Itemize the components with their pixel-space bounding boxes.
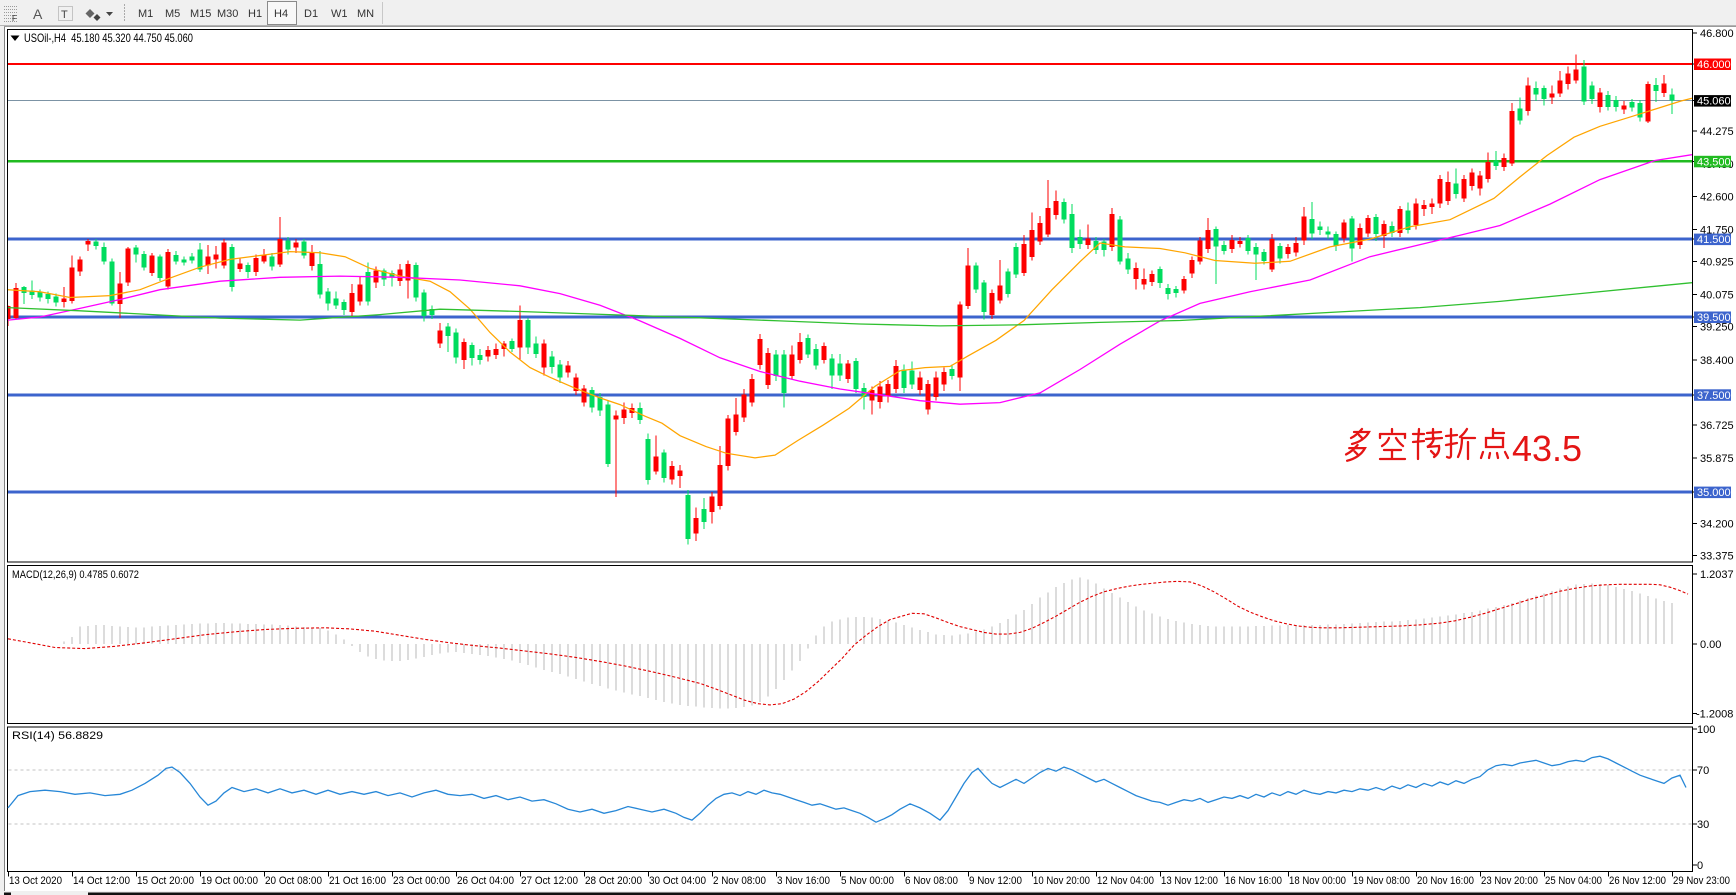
svg-text:F: F xyxy=(12,14,17,23)
svg-text:USOil-,H4 45.180 45.320 44.75: USOil-,H4 45.180 45.320 44.750 45.060 xyxy=(24,31,193,45)
svg-text:42.600: 42.600 xyxy=(1700,191,1734,203)
svg-text:15 Oct 20:00: 15 Oct 20:00 xyxy=(137,875,194,887)
svg-text:26 Nov 12:00: 26 Nov 12:00 xyxy=(1609,875,1666,887)
svg-text:M15: M15 xyxy=(190,8,211,20)
svg-text:36.725: 36.725 xyxy=(1700,420,1734,432)
svg-text:45.060: 45.060 xyxy=(1697,96,1731,108)
svg-text:25 Nov 04:00: 25 Nov 04:00 xyxy=(1545,875,1602,887)
svg-text:29 Nov 23:00: 29 Nov 23:00 xyxy=(1673,875,1730,887)
svg-text:20 Nov 16:00: 20 Nov 16:00 xyxy=(1417,875,1474,887)
svg-text:W1: W1 xyxy=(331,8,348,20)
svg-text:33.375: 33.375 xyxy=(1700,550,1734,562)
svg-text:13 Oct 2020: 13 Oct 2020 xyxy=(9,875,62,887)
svg-text:100: 100 xyxy=(1697,724,1715,736)
svg-text:23 Nov 20:00: 23 Nov 20:00 xyxy=(1481,875,1538,887)
svg-text:RSI(14) 56.8829: RSI(14) 56.8829 xyxy=(12,730,103,742)
svg-text:23 Oct 00:00: 23 Oct 00:00 xyxy=(393,875,450,887)
svg-text:5 Nov 00:00: 5 Nov 00:00 xyxy=(841,875,894,887)
svg-text:12 Nov 04:00: 12 Nov 04:00 xyxy=(1097,875,1154,887)
svg-text:13 Nov 12:00: 13 Nov 12:00 xyxy=(1161,875,1218,887)
svg-text:6 Nov 08:00: 6 Nov 08:00 xyxy=(905,875,958,887)
svg-text:40.075: 40.075 xyxy=(1700,290,1734,302)
svg-text:28 Oct 20:00: 28 Oct 20:00 xyxy=(585,875,642,887)
svg-text:46.800: 46.800 xyxy=(1700,28,1734,40)
svg-text:37.500: 37.500 xyxy=(1697,390,1731,402)
svg-text:2 Nov 08:00: 2 Nov 08:00 xyxy=(713,875,766,887)
svg-text:43.500: 43.500 xyxy=(1697,156,1731,168)
svg-text:40.925: 40.925 xyxy=(1700,257,1734,269)
svg-text:41.750: 41.750 xyxy=(1700,224,1734,236)
svg-text:A: A xyxy=(33,6,43,22)
svg-text:H1: H1 xyxy=(248,8,262,20)
svg-text:46.000: 46.000 xyxy=(1697,59,1731,71)
svg-text:30: 30 xyxy=(1697,819,1709,831)
svg-text:35.000: 35.000 xyxy=(1697,487,1731,499)
svg-text:1.2037: 1.2037 xyxy=(1700,569,1734,581)
svg-text:20 Oct 08:00: 20 Oct 08:00 xyxy=(265,875,322,887)
svg-text:0.00: 0.00 xyxy=(1700,639,1721,651)
svg-text:M30: M30 xyxy=(217,8,238,20)
svg-text:39.500: 39.500 xyxy=(1697,312,1731,324)
svg-text:H4: H4 xyxy=(274,8,288,20)
svg-text:70: 70 xyxy=(1697,765,1709,777)
svg-text:D1: D1 xyxy=(304,8,318,20)
svg-text:0: 0 xyxy=(1697,860,1703,872)
svg-text:M1: M1 xyxy=(138,8,153,20)
svg-text:38.400: 38.400 xyxy=(1700,355,1734,367)
svg-text:21 Oct 16:00: 21 Oct 16:00 xyxy=(329,875,386,887)
svg-text:19 Oct 00:00: 19 Oct 00:00 xyxy=(201,875,258,887)
svg-text:-1.2008: -1.2008 xyxy=(1696,709,1733,721)
svg-text:41.500: 41.500 xyxy=(1697,234,1731,246)
svg-text:16 Nov 16:00: 16 Nov 16:00 xyxy=(1225,875,1282,887)
svg-text:27 Oct 12:00: 27 Oct 12:00 xyxy=(521,875,578,887)
svg-text:35.875: 35.875 xyxy=(1700,453,1734,465)
svg-text:T: T xyxy=(61,9,68,21)
svg-text:19 Nov 08:00: 19 Nov 08:00 xyxy=(1353,875,1410,887)
svg-text:30 Oct 04:00: 30 Oct 04:00 xyxy=(649,875,706,887)
svg-text:44.275: 44.275 xyxy=(1700,126,1734,138)
svg-text:10 Nov 20:00: 10 Nov 20:00 xyxy=(1033,875,1090,887)
svg-text:39.250: 39.250 xyxy=(1700,322,1734,334)
svg-text:MACD(12,26,9) 0.4785 0.6072: MACD(12,26,9) 0.4785 0.6072 xyxy=(12,569,139,581)
svg-text:14 Oct 12:00: 14 Oct 12:00 xyxy=(73,875,130,887)
svg-text:9 Nov 12:00: 9 Nov 12:00 xyxy=(969,875,1022,887)
svg-text:26 Oct 04:00: 26 Oct 04:00 xyxy=(457,875,514,887)
svg-text:34.200: 34.200 xyxy=(1700,518,1734,530)
svg-text:M5: M5 xyxy=(165,8,180,20)
svg-text:MN: MN xyxy=(357,8,374,20)
svg-text:43.5: 43.5 xyxy=(1512,428,1582,469)
svg-text:3 Nov 16:00: 3 Nov 16:00 xyxy=(777,875,830,887)
svg-text:18 Nov 00:00: 18 Nov 00:00 xyxy=(1289,875,1346,887)
